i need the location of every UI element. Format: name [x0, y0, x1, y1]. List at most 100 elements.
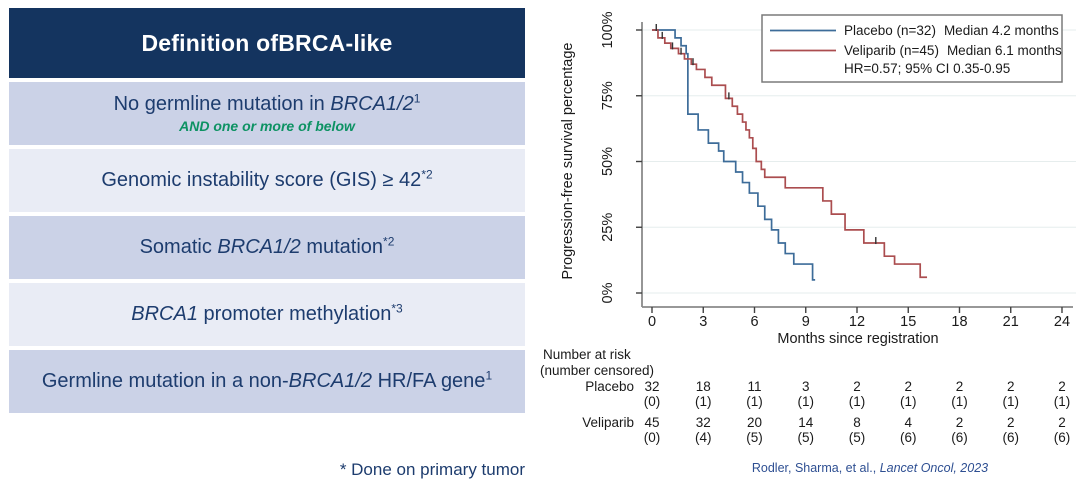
citation: Rodler, Sharma, et al., Lancet Oncol, 20… — [690, 461, 1050, 475]
risk-cell-placebo-censored-m0: (0) — [643, 394, 661, 409]
risk-cell-veliparib-at-risk-m0: 45 — [644, 415, 660, 430]
superscript: *2 — [383, 234, 395, 249]
risk-row-label-veliparib: Veliparib — [582, 415, 634, 430]
risk-cell-placebo-censored-m18: (1) — [951, 394, 968, 409]
text-segment: promoter methylation — [197, 303, 392, 325]
superscript: *2 — [421, 167, 433, 182]
table-row-2: Genomic instability score (GIS) ≥ 42*2 — [9, 149, 525, 212]
risk-cell-veliparib-censored-m15: (6) — [900, 430, 917, 445]
row-main-text: No germline mutation in BRCA1/21 — [113, 91, 421, 116]
risk-cell-placebo-at-risk-m18: 2 — [955, 379, 964, 394]
superscript: *3 — [391, 301, 403, 316]
text-segment: Germline mutation in a non- — [41, 370, 289, 392]
risk-cell-veliparib-at-risk-m3: 32 — [695, 415, 711, 430]
citation-authors: Rodler, Sharma, et al., — [751, 461, 880, 475]
km-survival-chart: 0% 25% 50% 75% 100% 0 3 6 9 12 15 18 21 24 Placebo (n… — [560, 11, 1076, 346]
table-header: Definition of BRCA -like — [9, 8, 525, 78]
table-row-1: No germline mutation in BRCA1/21 AND one … — [9, 82, 525, 145]
risk-cell-veliparib-censored-m24: (6) — [1053, 430, 1071, 445]
legend-frame — [761, 14, 1063, 83]
x-axis-title: Months since registration — [777, 331, 938, 346]
text-segment: BRCA1 — [131, 303, 198, 325]
x-tick-label-18: 18 — [951, 314, 967, 330]
risk-cell-placebo-censored-m15: (1) — [900, 394, 917, 409]
km-curve-veliparib — [652, 29, 928, 279]
superscript: 1 — [485, 368, 493, 383]
risk-row-label-placebo: Placebo — [585, 379, 634, 394]
risk-cell-veliparib-at-risk-m12: 8 — [853, 415, 861, 430]
y-tick-label-25: 25% — [600, 213, 616, 242]
risk-cell-veliparib-censored-m18: (6) — [951, 430, 968, 445]
risk-cell-placebo-at-risk-m24: 2 — [1058, 379, 1066, 394]
legend-entry-veliparib: Veliparib (n=45) Median 6.1 months — [844, 43, 1062, 58]
x-tick-label-0: 0 — [648, 314, 656, 330]
risk-cell-veliparib-at-risk-m9: 14 — [798, 415, 814, 430]
risk-cell-veliparib-censored-m0: (0) — [643, 430, 661, 445]
risk-cell-placebo-at-risk-m3: 18 — [695, 379, 711, 394]
censor-ticks — [655, 24, 877, 245]
superscript: 1 — [413, 91, 421, 106]
risk-cell-placebo-censored-m6: (1) — [746, 394, 763, 409]
text-segment: Somatic — [139, 236, 218, 258]
brca-definition-table: Definition of BRCA -like No germline muta… — [9, 8, 525, 413]
text-segment: BRCA1/2 — [330, 92, 414, 115]
text-segment: No germline mutation in — [113, 92, 331, 115]
y-tick-label-50: 50% — [600, 147, 616, 176]
row-main-text: Genomic instability score (GIS) ≥ 42*2 — [101, 167, 433, 192]
risk-cell-veliparib-at-risk-m6: 20 — [746, 415, 763, 430]
risk-cell-veliparib-at-risk-m24: 2 — [1058, 415, 1066, 430]
risk-cell-placebo-at-risk-m15: 2 — [904, 379, 912, 394]
legend-entry-placebo: Placebo (n=32) Median 4.2 months — [844, 23, 1059, 38]
risk-cell-veliparib-censored-m21: (6) — [1002, 430, 1020, 445]
x-tick-label-9: 9 — [802, 314, 810, 330]
row-main-text: Germline mutation in a non-BRCA1/2 HR/FA… — [41, 368, 493, 393]
risk-cell-placebo-at-risk-m9: 3 — [801, 379, 810, 394]
risk-cell-veliparib-censored-m9: (5) — [797, 430, 815, 445]
risk-cell-placebo-at-risk-m6: 11 — [747, 379, 762, 394]
axes: 0% 25% 50% 75% 100% 0 3 6 9 12 15 18 21 24 — [600, 11, 1073, 330]
row-note: AND one or more of below — [179, 117, 355, 134]
text-segment: Definition of — [141, 29, 279, 56]
km-curve-placebo — [652, 29, 816, 281]
risk-cell-veliparib-censored-m12: (5) — [848, 430, 866, 445]
risk-cell-veliparib-at-risk-m21: 2 — [1006, 415, 1015, 430]
risk-cell-placebo-censored-m21: (1) — [1002, 394, 1020, 409]
survival-curves — [652, 29, 928, 281]
risk-cell-veliparib-at-risk-m18: 2 — [955, 415, 964, 430]
primary-tumor-footnote: * Done on primary tumor — [339, 460, 525, 479]
risk-cell-placebo-censored-m24: (1) — [1053, 394, 1071, 409]
text-segment: HR/FA gene — [372, 370, 486, 392]
risk-table-title: Number at risk — [543, 347, 631, 362]
risk-cell-placebo-censored-m9: (1) — [797, 394, 815, 409]
row-main-text: Somatic BRCA1/2 mutation*2 — [139, 234, 395, 259]
risk-table-subtitle: (number censored) — [540, 363, 655, 378]
text-segment: Genomic instability score (GIS) ≥ 42 — [101, 169, 422, 191]
y-axis-title: Progression-free survival percentage — [560, 43, 576, 280]
legend-box: Placebo (n=32) Median 4.2 months Veliparib… — [761, 14, 1063, 83]
text-segment: BRCA1/2 — [288, 370, 373, 392]
x-tick-label-15: 15 — [900, 314, 916, 330]
text-segment: mutation — [300, 236, 384, 258]
x-tick-label-24: 24 — [1054, 314, 1070, 330]
risk-cell-veliparib-censored-m3: (4) — [695, 430, 712, 445]
risk-cell-placebo-at-risk-m21: 2 — [1006, 379, 1015, 394]
text-segment: BRCA — [278, 29, 346, 56]
risk-cell-placebo-at-risk-m12: 2 — [853, 379, 861, 394]
x-tick-label-12: 12 — [849, 314, 865, 330]
table-row-3: Somatic BRCA1/2 mutation*2 — [9, 216, 525, 279]
text-segment: -like — [345, 29, 393, 56]
table-rows: No germline mutation in BRCA1/21 AND one … — [9, 82, 525, 413]
citation-journal: Lancet Oncol, 2023 — [879, 461, 989, 475]
row-main-text: BRCA1 promoter methylation*3 — [131, 301, 403, 326]
risk-cell-placebo-censored-m12: (1) — [848, 394, 866, 409]
table-row-4: BRCA1 promoter methylation*3 — [9, 283, 525, 346]
y-tick-label-0: 0% — [600, 282, 616, 303]
risk-cell-placebo-censored-m3: (1) — [695, 394, 712, 409]
y-tick-label-75: 75% — [600, 81, 616, 110]
legend-hr-text: HR=0.57; 95% CI 0.35-0.95 — [844, 61, 1010, 76]
risk-cell-veliparib-censored-m6: (5) — [746, 430, 763, 445]
y-tick-label-100: 100% — [600, 11, 616, 48]
risk-cell-veliparib-at-risk-m15: 4 — [904, 415, 912, 430]
table-row-5: Germline mutation in a non-BRCA1/2 HR/FA… — [9, 350, 525, 413]
